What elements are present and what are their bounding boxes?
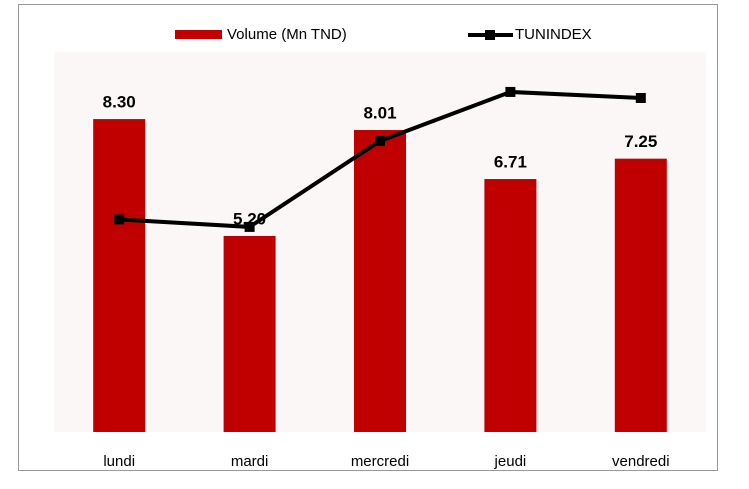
x-tick-label: mardi: [231, 453, 269, 470]
data-label: 7.25: [624, 132, 657, 151]
legend-label: Volume (Mn TND): [227, 26, 347, 43]
bar: [354, 130, 406, 432]
data-label: 6.71: [494, 153, 527, 172]
line-marker: [244, 221, 255, 232]
bar: [484, 179, 537, 432]
bar: [614, 158, 667, 433]
line-marker: [635, 92, 646, 103]
bar: [93, 119, 146, 432]
legend-marker: [485, 30, 495, 40]
data-label: 8.30: [103, 93, 136, 112]
legend-swatch: [175, 30, 222, 39]
line-marker: [114, 214, 125, 225]
line-marker: [375, 135, 385, 146]
bar: [223, 235, 276, 432]
x-tick-label: lundi: [103, 453, 135, 470]
legend-label: TUNINDEX: [515, 26, 592, 43]
x-tick-label: mercredi: [351, 453, 409, 470]
line-marker: [505, 86, 516, 97]
x-tick-label: jeudi: [494, 453, 527, 470]
x-tick-label: vendredi: [612, 453, 670, 470]
data-label: 8.01: [363, 104, 396, 123]
